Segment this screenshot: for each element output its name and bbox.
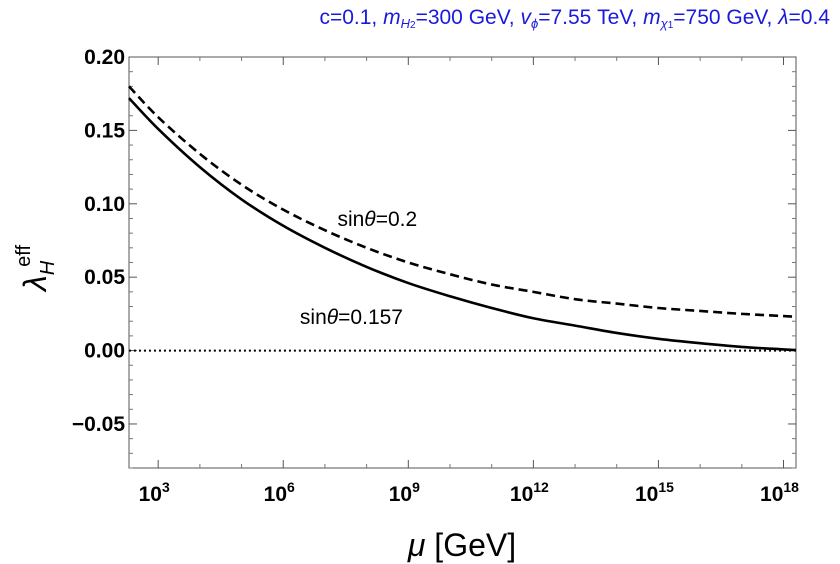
x-tick-label-3: 1012 <box>510 479 549 506</box>
title-mh2-sub: H2 <box>400 16 416 31</box>
series-line-dashed <box>128 85 797 319</box>
x-tick-label-0: 103 <box>139 479 170 506</box>
plot-frame <box>128 56 797 469</box>
y-tick-label-5: −0.05 <box>72 413 125 436</box>
title-c: c=0.1, <box>319 6 384 29</box>
title-mchi-symbol: m <box>643 6 661 29</box>
series-line-solid <box>128 97 797 352</box>
y-tick-label-3: 0.05 <box>84 266 125 289</box>
title-mchi-value: =750 GeV, <box>673 6 779 29</box>
y-axis-label: λHeff <box>13 245 59 294</box>
title-mh2-value: =300 GeV, <box>415 6 521 29</box>
title-lambda-symbol: λ <box>778 6 789 29</box>
title-lambda-value: =0.4 <box>788 6 830 29</box>
y-tick-label-1: 0.15 <box>84 119 125 142</box>
title-vphi-sub: ϕ <box>530 16 539 31</box>
series-annotation-1: sinθ=0.157 <box>300 306 403 329</box>
y-tick-label-4: 0.00 <box>84 340 125 363</box>
chart-title: c=0.1, mH2=300 GeV, vϕ=7.55 TeV, mχ1=750… <box>0 6 840 31</box>
x-tick-label-2: 109 <box>389 479 420 506</box>
y-tick-label-0: 0.20 <box>84 46 125 69</box>
x-tick-label-5: 1018 <box>760 479 799 506</box>
y-tick-label-2: 0.10 <box>84 193 125 216</box>
title-vphi-value: =7.55 TeV, <box>538 6 644 29</box>
title-mchi-sub: χ1 <box>660 16 674 31</box>
title-vphi-symbol: v <box>520 6 531 29</box>
series-annotation-0: sinθ=0.2 <box>337 208 417 231</box>
x-tick-label-4: 1015 <box>635 479 674 506</box>
x-tick-label-1: 106 <box>264 479 295 506</box>
x-axis-label: μ [GeV] <box>407 527 516 563</box>
label-layer: 103 106 109 1012 1015 1018 0.20 0.15 0.10 0.05 0.0… <box>13 46 799 563</box>
axes-layer <box>128 56 797 469</box>
series-layer <box>128 85 797 352</box>
title-mh2-symbol: m <box>383 6 401 29</box>
